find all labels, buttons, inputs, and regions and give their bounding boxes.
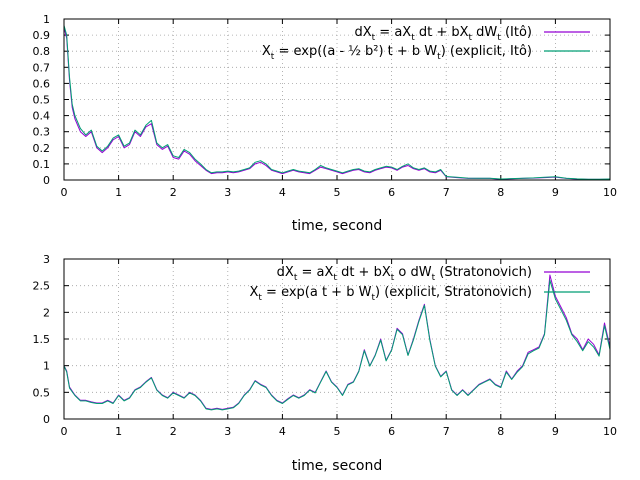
legend-text-part: dW xyxy=(472,25,497,40)
x-tick-label: 2 xyxy=(170,425,177,438)
x-tick-label: 9 xyxy=(552,425,559,438)
x-tick-label: 8 xyxy=(497,186,504,199)
x-axis-label: time, second xyxy=(292,458,382,474)
x-tick-label: 2 xyxy=(170,186,177,199)
legend-entry-2: Xt = exp(a t + b Wt) (explicit, Stratono… xyxy=(249,285,532,303)
series-line-2 xyxy=(63,279,611,411)
x-tick-label: 3 xyxy=(224,186,231,199)
legend-text-part: = exp((a - ½ b²) t + b W xyxy=(274,44,437,59)
y-tick-label: 1 xyxy=(43,360,50,373)
legend-text-part: t xyxy=(437,52,441,62)
legend-text-part: t xyxy=(432,273,436,283)
y-tick-label: 2.5 xyxy=(33,280,51,293)
legend-text-part: t xyxy=(258,293,262,303)
y-tick-label: 0.7 xyxy=(33,61,51,74)
y-tick-label: 2 xyxy=(43,306,50,319)
y-tick-label: 0.1 xyxy=(33,158,51,171)
y-tick-label: 0.6 xyxy=(33,77,51,90)
legend-text-part: (Stratonovich) xyxy=(435,265,532,280)
x-tick-label: 10 xyxy=(603,186,617,199)
x-tick-label: 8 xyxy=(497,425,504,438)
legend-text-part: t xyxy=(469,33,473,43)
y-tick-label: 0.9 xyxy=(33,29,51,42)
y-tick-label: 1 xyxy=(43,13,50,26)
x-tick-label: 5 xyxy=(334,425,341,438)
y-tick-label: 0 xyxy=(43,413,50,426)
x-tick-label: 5 xyxy=(334,186,341,199)
x-tick-label: 1 xyxy=(115,186,122,199)
x-tick-label: 1 xyxy=(115,425,122,438)
x-tick-label: 3 xyxy=(224,425,231,438)
legend-text-part: dt + bX xyxy=(337,265,391,280)
plot-frame xyxy=(63,18,611,181)
y-tick-label: 3 xyxy=(43,253,50,266)
legend-text-part: X xyxy=(262,44,271,59)
legend-text-part: = aX xyxy=(297,265,333,280)
x-tick-label: 10 xyxy=(603,425,617,438)
legend-text-part: dt + bX xyxy=(415,25,469,40)
y-tick-label: 0.5 xyxy=(33,94,51,107)
legend-text-part: ) (explicit, Stratonovich) xyxy=(375,285,532,300)
x-tick-label: 0 xyxy=(61,186,68,199)
legend-text-part: ) (explicit, Itô) xyxy=(441,44,532,59)
x-tick-label: 7 xyxy=(443,425,450,438)
y-tick-label: 0 xyxy=(43,174,50,187)
legend-entry-1: dXt = aXt dt + bXt o dWt (Stratonovich) xyxy=(277,265,532,283)
y-tick-label: 1.5 xyxy=(33,333,51,346)
y-tick-label: 0.8 xyxy=(33,45,51,58)
y-tick-label: 0.2 xyxy=(33,142,51,155)
legend-text-part: (Itô) xyxy=(501,25,532,40)
legend-text-part: t xyxy=(294,273,298,283)
y-tick-label: 0.4 xyxy=(33,110,51,123)
legend-text-part: X xyxy=(249,285,258,300)
legend-text-part: t xyxy=(391,273,395,283)
y-tick-label: 0.3 xyxy=(33,126,51,139)
x-tick-label: 9 xyxy=(552,186,559,199)
legend-text-part: = exp(a t + b W xyxy=(262,285,372,300)
legend-entry-2: Xt = exp((a - ½ b²) t + b Wt) (explicit,… xyxy=(262,44,532,62)
legend-text-part: o dW xyxy=(394,265,431,280)
series-line-2 xyxy=(63,25,611,180)
x-tick-label: 4 xyxy=(279,425,286,438)
plot-frame xyxy=(63,258,611,420)
x-tick-label: 6 xyxy=(388,186,395,199)
x-tick-label: 4 xyxy=(279,186,286,199)
chart-panel-1: 0 1 2 3 4 5 6 7 8 9 10 0 0.1 0.2 0.3 0.4 0.5 0.6 0.7 0.8 0.9… xyxy=(33,13,618,234)
legend-text-part: dX xyxy=(277,265,294,280)
legend-text-part: t xyxy=(372,33,376,43)
x-tick-label: 0 xyxy=(61,425,68,438)
legend-entry-1: dXt = aXt dt + bXt dWt (Itô) xyxy=(354,25,532,43)
legend-text-part: = aX xyxy=(375,25,411,40)
x-tick-label: 7 xyxy=(443,186,450,199)
y-tick-label: 0.5 xyxy=(33,386,51,399)
x-tick-label: 6 xyxy=(388,425,395,438)
x-axis-label: time, second xyxy=(292,218,382,234)
legend-text-part: dX xyxy=(354,25,371,40)
legend-text-part: t xyxy=(411,33,415,43)
legend-text-part: t xyxy=(497,33,501,43)
legend-text-part: t xyxy=(333,273,337,283)
legend-text-part: t xyxy=(271,52,275,62)
legend-text-part: t xyxy=(371,293,375,303)
